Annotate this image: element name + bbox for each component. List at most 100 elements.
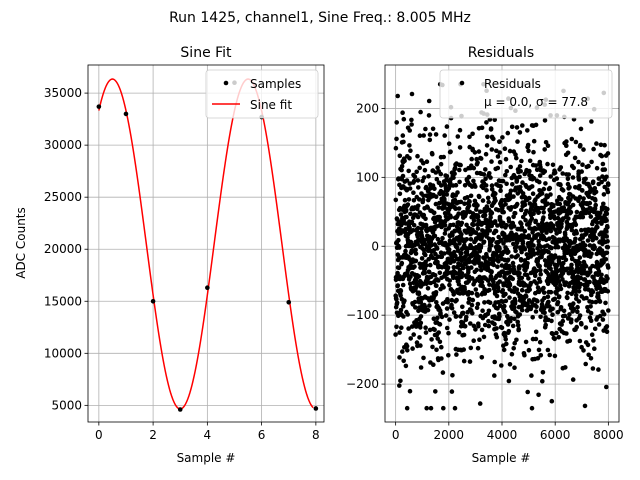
residual-point bbox=[419, 256, 425, 261]
residual-point bbox=[451, 175, 456, 180]
residual-point bbox=[548, 228, 554, 234]
residual-point bbox=[426, 98, 432, 104]
residual-point bbox=[533, 163, 539, 168]
residual-point bbox=[444, 192, 450, 197]
residual-point bbox=[418, 320, 424, 326]
residual-point bbox=[403, 221, 408, 226]
residual-point bbox=[400, 304, 406, 309]
residual-point bbox=[425, 286, 431, 291]
residual-point bbox=[454, 352, 459, 357]
sine-fit-y-axis-label: ADC Counts bbox=[14, 207, 28, 279]
residual-point bbox=[501, 347, 507, 353]
residual-point bbox=[407, 181, 413, 186]
residual-point bbox=[565, 290, 570, 296]
residual-point bbox=[503, 156, 509, 162]
residual-point bbox=[546, 249, 551, 255]
residual-point bbox=[407, 156, 412, 161]
residual-point bbox=[549, 259, 555, 265]
residual-point bbox=[489, 187, 495, 192]
residual-point bbox=[547, 304, 552, 309]
residual-point bbox=[526, 148, 531, 154]
residual-point bbox=[442, 133, 448, 138]
residual-point bbox=[517, 130, 523, 135]
residual-point bbox=[411, 190, 416, 195]
residual-point bbox=[448, 214, 454, 220]
residual-point bbox=[580, 188, 585, 193]
residual-point bbox=[560, 188, 566, 193]
residual-point bbox=[507, 148, 513, 154]
residual-point bbox=[539, 191, 545, 196]
residual-point bbox=[571, 306, 577, 312]
residual-point bbox=[434, 347, 439, 353]
residual-point bbox=[444, 306, 450, 311]
residual-point bbox=[526, 276, 531, 281]
residual-point bbox=[520, 123, 525, 128]
residual-point bbox=[430, 344, 435, 350]
residual-point bbox=[492, 359, 498, 365]
residual-point bbox=[486, 323, 492, 329]
residual-point bbox=[468, 321, 473, 326]
residual-point bbox=[456, 211, 461, 216]
residual-point bbox=[511, 241, 516, 247]
residual-point bbox=[488, 175, 493, 180]
residual-point bbox=[507, 295, 512, 300]
residual-point bbox=[438, 183, 444, 188]
residual-point bbox=[538, 244, 544, 250]
residual-point bbox=[581, 196, 586, 201]
residual-point bbox=[496, 234, 502, 240]
residual-point bbox=[581, 348, 586, 353]
residual-point bbox=[555, 215, 561, 221]
residual-point bbox=[455, 134, 461, 139]
residual-point bbox=[408, 336, 414, 341]
residual-point bbox=[405, 202, 411, 207]
residual-point bbox=[435, 336, 441, 341]
residual-point bbox=[468, 193, 474, 199]
residual-point bbox=[525, 142, 531, 148]
residual-point bbox=[434, 176, 440, 182]
residual-point bbox=[469, 290, 475, 296]
residual-point bbox=[494, 334, 500, 340]
residual-point bbox=[541, 306, 547, 312]
residual-point bbox=[453, 182, 459, 188]
residual-point bbox=[478, 243, 484, 249]
residual-point bbox=[401, 314, 406, 319]
residual-point bbox=[398, 307, 404, 313]
residual-point bbox=[438, 161, 444, 167]
residual-point bbox=[585, 238, 591, 243]
residual-point bbox=[471, 178, 476, 184]
residual-point bbox=[409, 91, 415, 97]
residual-point bbox=[598, 313, 603, 319]
residual-point bbox=[534, 281, 539, 286]
residual-point bbox=[395, 283, 401, 288]
residual-point bbox=[408, 211, 413, 217]
sample-point bbox=[286, 300, 292, 305]
residual-point bbox=[589, 251, 594, 257]
residual-point bbox=[416, 291, 422, 297]
residual-point bbox=[500, 135, 505, 140]
residual-point bbox=[407, 225, 412, 230]
residual-point bbox=[479, 279, 485, 285]
residual-point bbox=[436, 330, 442, 335]
residual-point bbox=[559, 322, 564, 327]
residual-point bbox=[475, 301, 481, 307]
sample-point bbox=[205, 285, 210, 291]
residual-point bbox=[415, 214, 421, 220]
residual-point bbox=[587, 243, 593, 248]
residual-point bbox=[461, 358, 467, 364]
residual-point bbox=[483, 151, 489, 157]
residual-point bbox=[403, 226, 409, 232]
residual-point bbox=[439, 265, 445, 270]
residual-point bbox=[565, 295, 570, 301]
residual-point bbox=[550, 223, 556, 228]
residual-point bbox=[590, 366, 596, 371]
residual-point bbox=[542, 310, 547, 316]
residual-point bbox=[433, 389, 438, 394]
residual-point bbox=[453, 271, 459, 276]
residual-point bbox=[422, 241, 428, 247]
residual-point bbox=[488, 215, 493, 220]
residual-point bbox=[513, 248, 518, 254]
residual-point bbox=[525, 261, 530, 266]
residual-point bbox=[504, 341, 509, 347]
residual-point bbox=[548, 174, 553, 179]
residual-point bbox=[541, 215, 546, 220]
